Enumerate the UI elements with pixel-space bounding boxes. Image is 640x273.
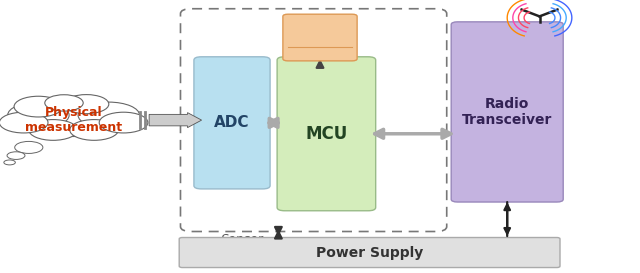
Circle shape <box>99 112 148 133</box>
Circle shape <box>70 120 118 140</box>
Text: Memory: Memory <box>292 34 348 47</box>
Circle shape <box>0 112 48 133</box>
Circle shape <box>14 96 63 117</box>
Circle shape <box>7 152 25 159</box>
FancyBboxPatch shape <box>179 238 560 268</box>
Polygon shape <box>149 112 202 127</box>
Circle shape <box>64 94 109 114</box>
Circle shape <box>35 104 112 136</box>
Text: Radio
Transceiver: Radio Transceiver <box>462 97 552 127</box>
FancyBboxPatch shape <box>194 57 270 189</box>
FancyBboxPatch shape <box>451 22 563 202</box>
Circle shape <box>15 141 43 153</box>
Circle shape <box>8 102 69 128</box>
Text: Sensor: Sensor <box>221 233 264 247</box>
FancyBboxPatch shape <box>277 57 376 211</box>
Circle shape <box>78 102 140 128</box>
Text: ADC: ADC <box>214 115 250 130</box>
FancyBboxPatch shape <box>283 14 357 61</box>
Text: Power Supply: Power Supply <box>316 245 423 260</box>
Circle shape <box>4 160 15 165</box>
Circle shape <box>45 95 83 111</box>
Circle shape <box>29 120 77 140</box>
Text: MCU: MCU <box>305 125 348 143</box>
Text: Physical
measurement: Physical measurement <box>25 106 122 134</box>
